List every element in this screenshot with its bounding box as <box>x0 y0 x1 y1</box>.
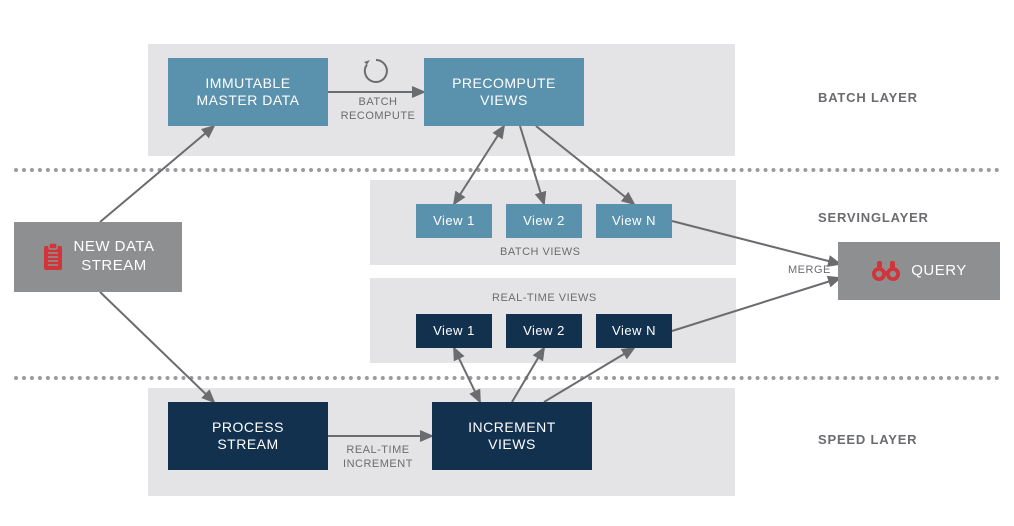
increment-views-label: INCREMENTVIEWS <box>468 419 556 454</box>
serving-layer-label: SERVINGLAYER <box>818 210 929 225</box>
process-stream-node: PROCESSSTREAM <box>168 402 328 470</box>
stream-to-process <box>100 292 214 402</box>
realtime-increment-label: REAL-TIMEINCREMENT <box>338 444 418 472</box>
new-data-stream-label: NEW DATASTREAM <box>74 238 155 276</box>
batch-view-1: View 1 <box>416 204 492 238</box>
recompute-icon <box>361 56 391 86</box>
realtime-views-label: REAL-TIME VIEWS <box>492 292 597 306</box>
immutable-master-data-node: IMMUTABLEMASTER DATA <box>168 58 328 126</box>
realtime-view-n: View N <box>596 314 672 348</box>
realtime-view-1: View 1 <box>416 314 492 348</box>
divider-top <box>14 168 1000 172</box>
batch-view-n: View N <box>596 204 672 238</box>
precompute-views-node: PRECOMPUTEVIEWS <box>424 58 584 126</box>
batch-layer-label: BATCH LAYER <box>818 90 918 105</box>
speed-layer-label: SPEED LAYER <box>818 432 917 447</box>
query-node: QUERY <box>838 242 1000 300</box>
realtime-view-2: View 2 <box>506 314 582 348</box>
binoculars-icon <box>871 260 901 282</box>
batch-view-2: View 2 <box>506 204 582 238</box>
clipboard-icon <box>42 243 64 271</box>
merge-label: MERGE <box>788 264 831 278</box>
increment-views-node: INCREMENTVIEWS <box>432 402 592 470</box>
immutable-master-data-label: IMMUTABLEMASTER DATA <box>197 75 300 110</box>
precompute-views-label: PRECOMPUTEVIEWS <box>452 75 556 110</box>
batch-views-label: BATCH VIEWS <box>500 246 580 260</box>
process-stream-label: PROCESSSTREAM <box>212 419 284 454</box>
new-data-stream-node: NEW DATASTREAM <box>14 222 182 292</box>
query-label: QUERY <box>911 262 967 281</box>
batch-recompute-label: BATCHRECOMPUTE <box>338 96 418 124</box>
divider-bottom <box>14 376 1000 380</box>
